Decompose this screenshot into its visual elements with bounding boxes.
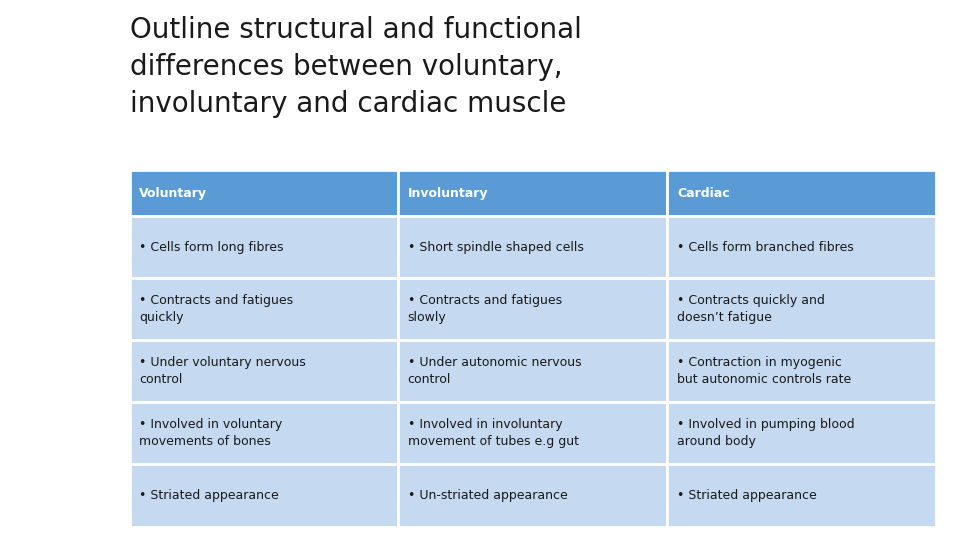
FancyBboxPatch shape	[130, 464, 398, 526]
FancyBboxPatch shape	[398, 464, 667, 526]
FancyBboxPatch shape	[667, 216, 936, 278]
FancyBboxPatch shape	[667, 278, 936, 340]
FancyBboxPatch shape	[130, 216, 398, 278]
FancyBboxPatch shape	[667, 340, 936, 402]
Text: Outline structural and functional
differences between voluntary,
involuntary and: Outline structural and functional differ…	[130, 16, 582, 118]
Text: • Involved in voluntary
movements of bones: • Involved in voluntary movements of bon…	[139, 418, 282, 448]
Text: • Contracts quickly and
doesn’t fatigue: • Contracts quickly and doesn’t fatigue	[677, 294, 825, 324]
Text: • Under voluntary nervous
control: • Under voluntary nervous control	[139, 356, 306, 386]
FancyBboxPatch shape	[398, 402, 667, 464]
Text: • Striated appearance: • Striated appearance	[139, 489, 279, 502]
Text: • Contracts and fatigues
slowly: • Contracts and fatigues slowly	[408, 294, 562, 324]
Text: • Striated appearance: • Striated appearance	[677, 489, 817, 502]
FancyBboxPatch shape	[398, 340, 667, 402]
Text: Voluntary: Voluntary	[139, 186, 207, 200]
Text: • Contracts and fatigues
quickly: • Contracts and fatigues quickly	[139, 294, 294, 324]
Text: • Cells form long fibres: • Cells form long fibres	[139, 240, 284, 254]
Text: • Un-striated appearance: • Un-striated appearance	[408, 489, 567, 502]
FancyBboxPatch shape	[130, 278, 398, 340]
Text: Involuntary: Involuntary	[408, 186, 489, 200]
Text: • Involved in pumping blood
around body: • Involved in pumping blood around body	[677, 418, 854, 448]
Text: • Cells form branched fibres: • Cells form branched fibres	[677, 240, 853, 254]
FancyBboxPatch shape	[667, 170, 936, 216]
FancyBboxPatch shape	[398, 278, 667, 340]
FancyBboxPatch shape	[398, 216, 667, 278]
Text: • Contraction in myogenic
but autonomic controls rate: • Contraction in myogenic but autonomic …	[677, 356, 852, 386]
FancyBboxPatch shape	[667, 402, 936, 464]
Text: • Short spindle shaped cells: • Short spindle shaped cells	[408, 240, 584, 254]
Text: • Under autonomic nervous
control: • Under autonomic nervous control	[408, 356, 582, 386]
Text: • Involved in involuntary
movement of tubes e.g gut: • Involved in involuntary movement of tu…	[408, 418, 579, 448]
Text: Cardiac: Cardiac	[677, 186, 730, 200]
FancyBboxPatch shape	[130, 170, 398, 216]
FancyBboxPatch shape	[398, 170, 667, 216]
FancyBboxPatch shape	[667, 464, 936, 526]
FancyBboxPatch shape	[130, 402, 398, 464]
FancyBboxPatch shape	[130, 340, 398, 402]
